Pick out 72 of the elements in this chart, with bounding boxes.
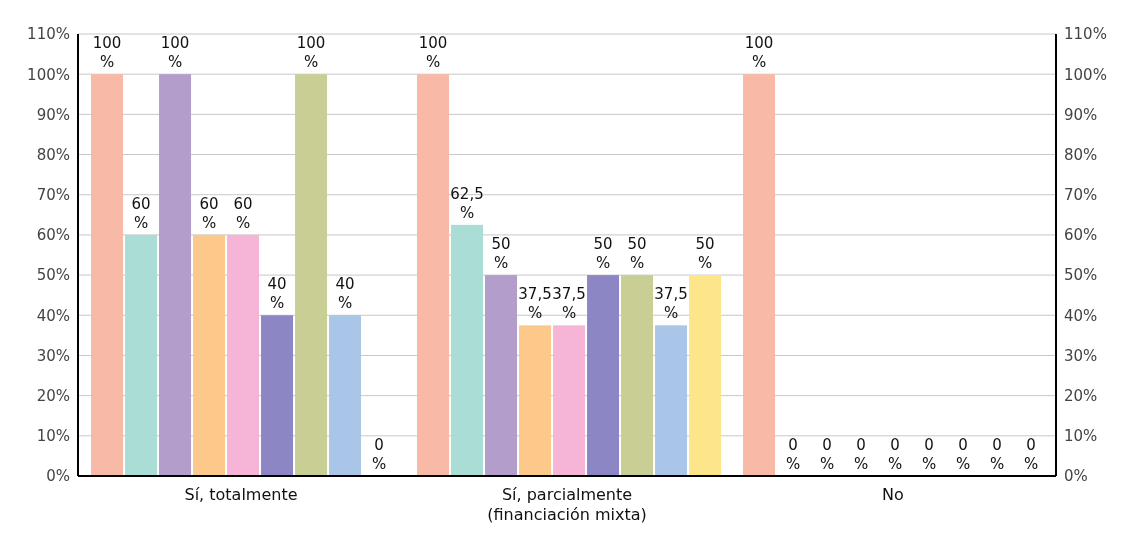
bar: [553, 325, 586, 476]
bar: [689, 275, 722, 476]
y-tick-label: 90%: [36, 105, 70, 124]
data-label: 60 %: [131, 194, 151, 232]
x-tick-label: Sí, parcialmente (financiación mixta): [487, 485, 647, 524]
bar: [587, 275, 620, 476]
data-label: 60 %: [199, 194, 219, 232]
bar: [655, 325, 688, 476]
data-label: 100 %: [296, 34, 326, 72]
y2-tick-label: 0%: [1064, 467, 1088, 486]
data-label: 40 %: [267, 275, 287, 313]
data-label: 100 %: [160, 34, 190, 72]
y2-tick-label: 30%: [1064, 346, 1098, 365]
data-label: 40 %: [335, 275, 355, 313]
y-tick-label: 100%: [27, 65, 70, 84]
bar: [417, 74, 450, 476]
bar: [125, 234, 158, 476]
y2-tick-label: 20%: [1064, 386, 1098, 405]
y2-tick-label: 50%: [1064, 266, 1098, 285]
data-label: 37,5 %: [518, 285, 552, 323]
y-tick-label: 80%: [36, 145, 70, 164]
x-tick-label: Sí, totalmente: [184, 485, 298, 504]
bar: [743, 74, 776, 476]
y2-tick-label: 10%: [1064, 427, 1098, 446]
bar: [519, 325, 552, 476]
y2-tick-label: 80%: [1064, 145, 1098, 164]
y2-tick-label: 70%: [1064, 186, 1098, 205]
bar: [227, 234, 260, 476]
data-label: 100 %: [418, 34, 448, 72]
data-label: 0 %: [887, 436, 903, 473]
y-tick-label: 0%: [46, 467, 70, 486]
data-label: 0 %: [819, 436, 835, 473]
data-label: 50 %: [491, 235, 511, 273]
y2-tick-label: 90%: [1064, 105, 1098, 124]
bar: [261, 315, 294, 476]
y2-tick-label: 110%: [1064, 25, 1107, 44]
data-label: 100 %: [92, 34, 122, 72]
data-label: 0 %: [1023, 436, 1039, 473]
y-tick-label: 60%: [36, 226, 70, 245]
data-label: 62,5 %: [450, 184, 484, 222]
y2-tick-label: 100%: [1064, 65, 1107, 84]
y-tick-label: 50%: [36, 266, 70, 285]
data-label: 50 %: [695, 235, 715, 273]
bar: [91, 74, 124, 476]
bar: [193, 234, 226, 476]
y2-tick-label: 40%: [1064, 306, 1098, 325]
data-label: 0 %: [371, 436, 387, 473]
data-label: 0 %: [785, 436, 801, 473]
y-tick-label: 30%: [36, 346, 70, 365]
y-tick-label: 110%: [27, 25, 70, 44]
bar: [159, 74, 192, 476]
bar: [485, 275, 518, 476]
x-tick-label: No: [882, 485, 904, 504]
data-label: 37,5 %: [552, 285, 586, 323]
bar: [295, 74, 328, 476]
y-tick-label: 20%: [36, 386, 70, 405]
bar: [621, 275, 654, 476]
y2-tick-label: 60%: [1064, 226, 1098, 245]
data-label: 0 %: [989, 436, 1005, 473]
y-tick-label: 70%: [36, 186, 70, 205]
data-label: 0 %: [921, 436, 937, 473]
bar: [329, 315, 362, 476]
data-label: 50 %: [593, 235, 613, 273]
data-label: 37,5 %: [654, 285, 688, 323]
data-label: 60 %: [233, 194, 253, 232]
data-label: 50 %: [627, 235, 647, 273]
y-tick-label: 10%: [36, 427, 70, 446]
data-label: 0 %: [955, 436, 971, 473]
data-label: 0 %: [853, 436, 869, 473]
y-tick-label: 40%: [36, 306, 70, 325]
bar: [451, 224, 484, 476]
data-label: 100 %: [744, 34, 774, 72]
